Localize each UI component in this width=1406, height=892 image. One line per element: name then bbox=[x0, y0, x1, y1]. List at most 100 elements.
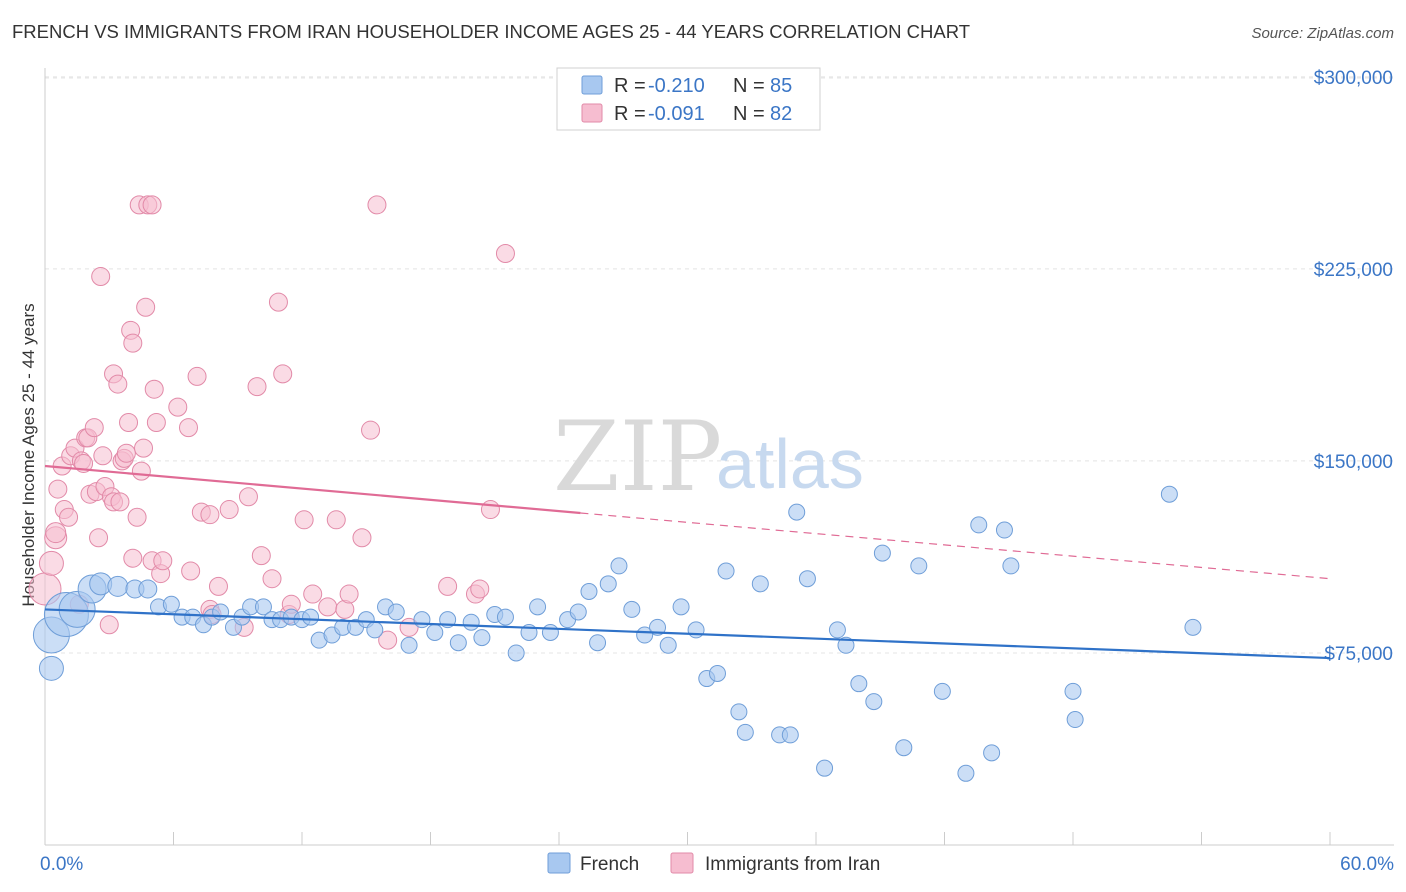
y-axis-label: Householder Income Ages 25 - 44 years bbox=[19, 303, 38, 606]
iran-point-61 bbox=[262, 569, 282, 589]
trend-line-dashed-1 bbox=[580, 512, 1331, 580]
french-point-67 bbox=[798, 570, 816, 588]
french-point-33 bbox=[400, 636, 418, 654]
series-iran-points bbox=[28, 195, 515, 650]
french-point-34 bbox=[413, 611, 431, 629]
iran-point-19 bbox=[91, 267, 111, 287]
french-point-77 bbox=[957, 764, 975, 782]
french-point-80 bbox=[995, 521, 1013, 539]
french-point-10 bbox=[162, 595, 180, 613]
iran-point-56 bbox=[219, 500, 239, 520]
french-point-54 bbox=[649, 618, 667, 636]
iran-point-37 bbox=[131, 461, 151, 481]
watermark-atlas: atlas bbox=[716, 425, 864, 503]
stats-legend: R = -0.210 N = 85 R = -0.091 N = 82 bbox=[556, 67, 821, 131]
x-tick-marks bbox=[44, 832, 1331, 845]
french-point-42 bbox=[507, 644, 525, 662]
series-legend: French Immigrants from Iran bbox=[547, 852, 880, 875]
legend-r-label-iran: R = bbox=[614, 103, 646, 125]
y-tick-labels: $75,000 $150,000 $225,000 $300,000 bbox=[1314, 68, 1393, 665]
iran-point-80 bbox=[495, 244, 515, 263]
iran-point-76 bbox=[438, 576, 458, 596]
iran-point-35 bbox=[127, 507, 147, 527]
french-point-44 bbox=[529, 598, 547, 616]
iran-point-74 bbox=[367, 195, 387, 215]
bottom-legend-swatch-french bbox=[547, 852, 571, 874]
iran-point-20 bbox=[93, 446, 113, 466]
iran-point-72 bbox=[352, 528, 372, 548]
iran-point-7 bbox=[59, 507, 79, 527]
y-tick-label-2: $225,000 bbox=[1314, 260, 1393, 281]
french-point-35 bbox=[426, 623, 444, 641]
iran-point-38 bbox=[134, 438, 154, 458]
bottom-legend-swatch-iran bbox=[670, 852, 694, 874]
iran-point-27 bbox=[110, 492, 130, 512]
french-point-55 bbox=[659, 636, 677, 654]
iran-point-60 bbox=[251, 546, 271, 566]
french-point-56 bbox=[672, 598, 690, 616]
iran-point-68 bbox=[318, 597, 338, 617]
french-point-49 bbox=[589, 634, 607, 652]
series-french-points bbox=[32, 485, 1202, 782]
french-point-68 bbox=[816, 759, 834, 777]
trend-lines bbox=[44, 464, 1331, 660]
iran-point-30 bbox=[116, 443, 136, 463]
french-point-70 bbox=[837, 636, 855, 654]
iran-point-16 bbox=[84, 418, 104, 438]
watermark: ZIP atlas bbox=[553, 401, 864, 513]
watermark-zip: ZIP bbox=[553, 401, 722, 513]
legend-swatch-iran bbox=[581, 103, 603, 123]
iran-point-62 bbox=[268, 292, 288, 312]
french-point-51 bbox=[610, 557, 628, 575]
french-point-48 bbox=[580, 583, 598, 600]
iran-point-43 bbox=[144, 379, 164, 399]
legend-n-value-french: 85 bbox=[770, 75, 792, 97]
iran-point-18 bbox=[89, 528, 109, 548]
french-point-37 bbox=[449, 634, 467, 652]
french-point-81 bbox=[1002, 557, 1020, 575]
iran-point-63 bbox=[273, 364, 293, 384]
legend-n-label-french: N = bbox=[733, 75, 765, 97]
french-point-59 bbox=[708, 664, 726, 682]
iran-point-79 bbox=[480, 500, 500, 520]
legend-r-label-french: R = bbox=[614, 75, 646, 97]
french-point-39 bbox=[473, 629, 491, 647]
french-point-1 bbox=[38, 655, 64, 681]
chart-title: FRENCH VS IMMIGRANTS FROM IRAN HOUSEHOLD… bbox=[12, 21, 970, 42]
french-point-8 bbox=[138, 579, 158, 599]
axes bbox=[44, 68, 1394, 846]
iran-point-50 bbox=[187, 366, 207, 386]
iran-point-48 bbox=[178, 418, 198, 438]
french-point-57 bbox=[687, 621, 705, 639]
french-point-69 bbox=[828, 621, 846, 639]
french-point-15 bbox=[212, 603, 230, 621]
french-point-73 bbox=[873, 544, 891, 562]
chart-source: Source: ZipAtlas.com bbox=[1251, 25, 1394, 42]
trend-line-solid-0 bbox=[44, 608, 1331, 660]
french-point-66 bbox=[788, 503, 806, 521]
french-point-72 bbox=[865, 693, 883, 711]
iran-point-49 bbox=[181, 561, 201, 581]
french-point-71 bbox=[850, 675, 868, 693]
french-point-65 bbox=[781, 726, 799, 744]
french-point-50 bbox=[599, 575, 617, 593]
french-point-78 bbox=[970, 516, 988, 534]
iran-point-58 bbox=[238, 487, 258, 507]
legend-n-value-iran: 82 bbox=[770, 103, 792, 125]
french-point-32 bbox=[387, 603, 405, 621]
french-point-63 bbox=[751, 575, 769, 593]
x-tick-label-0: 0.0% bbox=[40, 854, 83, 875]
french-point-6 bbox=[107, 575, 129, 597]
french-point-60 bbox=[717, 562, 735, 580]
french-point-79 bbox=[983, 744, 1001, 762]
french-point-19 bbox=[254, 598, 272, 616]
french-point-85 bbox=[1184, 618, 1202, 636]
y-tick-label-3: $300,000 bbox=[1314, 68, 1393, 89]
iran-point-52 bbox=[200, 505, 220, 525]
french-point-83 bbox=[1066, 711, 1084, 729]
legend-r-value-iran: -0.091 bbox=[648, 103, 705, 125]
legend-swatch-french bbox=[581, 75, 603, 95]
french-point-76 bbox=[933, 682, 951, 700]
iran-point-78 bbox=[470, 579, 490, 599]
